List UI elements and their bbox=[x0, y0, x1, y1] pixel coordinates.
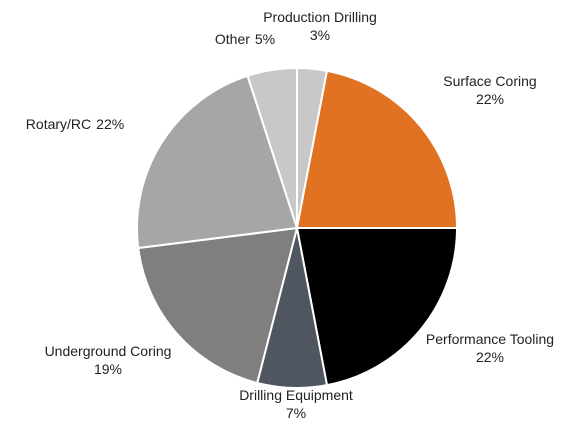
slice-label: Drilling Equipment 7% bbox=[239, 387, 353, 421]
slice-label: Performance Tooling 22% bbox=[426, 331, 554, 365]
value-label: 22% bbox=[476, 91, 504, 107]
value-label: 7% bbox=[286, 405, 306, 421]
category-label: Production Drilling bbox=[263, 9, 377, 25]
pie-slice bbox=[295, 69, 459, 229]
pie-slice bbox=[295, 227, 459, 387]
slice-label: Rotary/RC 22% bbox=[26, 116, 124, 132]
category-label: Underground Coring bbox=[45, 343, 172, 359]
value-label: 22% bbox=[96, 116, 124, 132]
slice-label: Surface Coring 22% bbox=[443, 73, 536, 107]
slice-label: Underground Coring 19% bbox=[45, 343, 172, 377]
slice-label: Production Drilling 3% bbox=[263, 9, 377, 43]
value-label: 5% bbox=[255, 31, 275, 47]
value-label: 3% bbox=[310, 27, 330, 43]
category-label: Drilling Equipment bbox=[239, 387, 353, 403]
pie-slice bbox=[137, 226, 299, 385]
value-label: 22% bbox=[476, 349, 504, 365]
pie-slice bbox=[136, 74, 299, 250]
value-label: 19% bbox=[94, 361, 122, 377]
category-label: Performance Tooling bbox=[426, 331, 554, 347]
category-label: Other bbox=[215, 31, 250, 47]
category-label: Rotary/RC bbox=[26, 116, 91, 132]
slice-label: Other 5% bbox=[215, 31, 275, 47]
pie-slice bbox=[246, 66, 298, 229]
category-label: Surface Coring bbox=[443, 73, 536, 89]
